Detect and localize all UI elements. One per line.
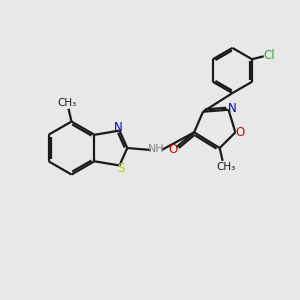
- Text: O: O: [168, 143, 177, 157]
- Text: CH₃: CH₃: [57, 98, 76, 108]
- Text: O: O: [236, 126, 245, 139]
- Text: NH: NH: [148, 144, 165, 154]
- Text: Cl: Cl: [264, 49, 275, 62]
- Text: N: N: [114, 121, 123, 134]
- Text: S: S: [117, 162, 124, 175]
- Text: N: N: [228, 102, 237, 115]
- Text: CH₃: CH₃: [216, 162, 235, 172]
